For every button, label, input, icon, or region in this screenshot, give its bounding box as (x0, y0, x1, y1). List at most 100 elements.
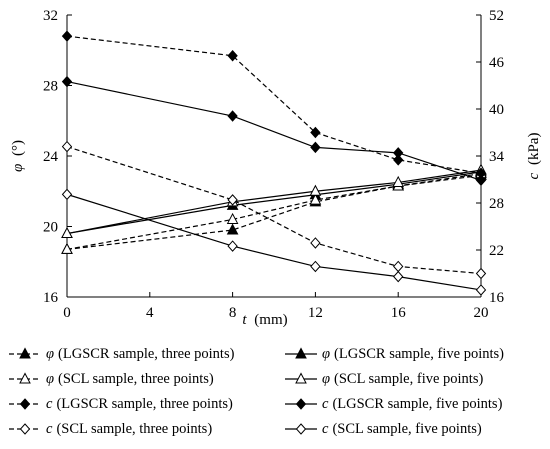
y-right-tick-label: 16 (489, 290, 505, 306)
series-7 (61, 188, 487, 296)
legend-item: φ (LGSCR sample, five points) (284, 343, 504, 365)
legend-swatch (9, 347, 41, 359)
legend-swatch-marker (295, 347, 307, 359)
y-axis-left-label-var: φ (10, 164, 26, 172)
legend-item: φ (LGSCR sample, three points) (8, 343, 234, 365)
y-axis-left-label-unit: (°) (10, 140, 26, 156)
legend-swatch (285, 398, 317, 410)
legend-symbol: φ (46, 345, 55, 362)
y-right-tick-label: 52 (489, 8, 504, 24)
y-axis-right-label-var: c (526, 172, 542, 179)
data-point (227, 240, 238, 252)
y-right-tick-label: 40 (489, 102, 504, 118)
data-point (227, 194, 238, 206)
y-left-tick-label: 20 (43, 220, 58, 236)
data-point (61, 242, 73, 254)
series-line (66, 80, 482, 181)
data-point (61, 75, 73, 88)
legend-swatch-marker (295, 372, 307, 384)
y-left-tick-label: 24 (43, 149, 59, 165)
series-line (66, 171, 482, 235)
legend-label: (LGSCR sample, five points) (332, 395, 503, 412)
series-3 (61, 163, 487, 239)
data-point (310, 237, 321, 249)
data-point (475, 174, 487, 187)
legend-symbol: c (322, 395, 329, 412)
data-point (61, 140, 73, 153)
legend-swatch (9, 398, 41, 410)
data-point (310, 260, 321, 273)
x-tick-label: 20 (474, 305, 489, 321)
data-point (392, 175, 405, 187)
series-line (66, 193, 482, 291)
series-line (66, 173, 482, 251)
series-1 (61, 165, 487, 239)
legend-item: c (SCL sample, five points) (284, 418, 482, 440)
data-point (226, 223, 239, 235)
legend-item: c (LGSCR sample, five points) (284, 393, 502, 415)
y-right-tick-label: 22 (489, 243, 504, 259)
legend-item: c (LGSCR sample, three points) (8, 393, 233, 415)
legend-label: (LGSCR sample, five points) (334, 345, 504, 362)
legend-label: (LGSCR sample, three points) (58, 345, 235, 362)
legend-swatch-marker (295, 398, 307, 410)
series-lines (61, 30, 487, 296)
legend-swatch-marker (19, 423, 31, 435)
legend-label: (SCL sample, three points) (56, 420, 213, 437)
data-point (309, 193, 322, 205)
legend-symbol: c (46, 420, 53, 437)
y-left-tick-label: 16 (43, 290, 59, 306)
legend-item: c (SCL sample, three points) (8, 418, 212, 440)
legend-symbol: c (322, 420, 329, 437)
legend-swatch (285, 423, 317, 435)
legend-item: φ (SCL sample, five points) (284, 368, 483, 390)
legend-label: (SCL sample, five points) (332, 420, 482, 437)
y-right-tick-label: 46 (489, 55, 505, 71)
legend-item: φ (SCL sample, three points) (8, 368, 214, 390)
legend-swatch (285, 372, 317, 384)
legend-swatch-marker (19, 398, 31, 410)
legend-swatch (285, 347, 317, 359)
data-point (393, 270, 404, 283)
y-right-tick-label: 28 (489, 196, 504, 212)
x-axis-label-unit: (mm) (254, 312, 287, 328)
legend-label: (SCL sample, three points) (58, 370, 214, 387)
x-axis-label: t (mm) (242, 312, 287, 328)
data-point (393, 147, 404, 159)
axes (66, 15, 482, 298)
legend-swatch (9, 372, 41, 384)
legend: φ (LGSCR sample, three points) φ (LGSCR sam… (0, 337, 550, 449)
legend-swatch (9, 423, 41, 435)
legend-label: (SCL sample, five points) (334, 370, 484, 387)
legend-symbol: φ (46, 370, 55, 387)
data-point (393, 260, 404, 273)
x-tick-label: 8 (229, 305, 237, 321)
data-point (310, 126, 321, 139)
x-tick-label: 16 (391, 305, 407, 321)
y-left-tick-label: 32 (43, 8, 58, 24)
y-right-tick-label: 34 (489, 149, 505, 165)
legend-swatch-marker (19, 372, 31, 384)
y-axis-right-label: c (kPa) (526, 133, 542, 180)
data-point (227, 49, 238, 62)
data-point (227, 110, 238, 122)
y-axis-right-label-unit: (kPa) (526, 133, 542, 166)
legend-label: (LGSCR sample, three points) (56, 395, 233, 412)
series-line (66, 35, 482, 174)
legend-swatch-marker (295, 423, 307, 435)
series-line (66, 174, 482, 251)
data-point (61, 226, 73, 239)
legend-symbol: φ (322, 370, 331, 387)
legend-swatch-marker (19, 347, 31, 359)
data-point (475, 284, 487, 296)
series-4 (61, 30, 487, 179)
x-tick-label: 4 (146, 305, 154, 321)
x-axis-label-var: t (242, 312, 247, 328)
legend-symbol: c (46, 395, 53, 412)
x-tick-label: 12 (308, 305, 323, 321)
y-left-tick-label: 28 (43, 79, 58, 95)
x-tick-label: 0 (63, 305, 71, 321)
data-point (310, 141, 321, 154)
